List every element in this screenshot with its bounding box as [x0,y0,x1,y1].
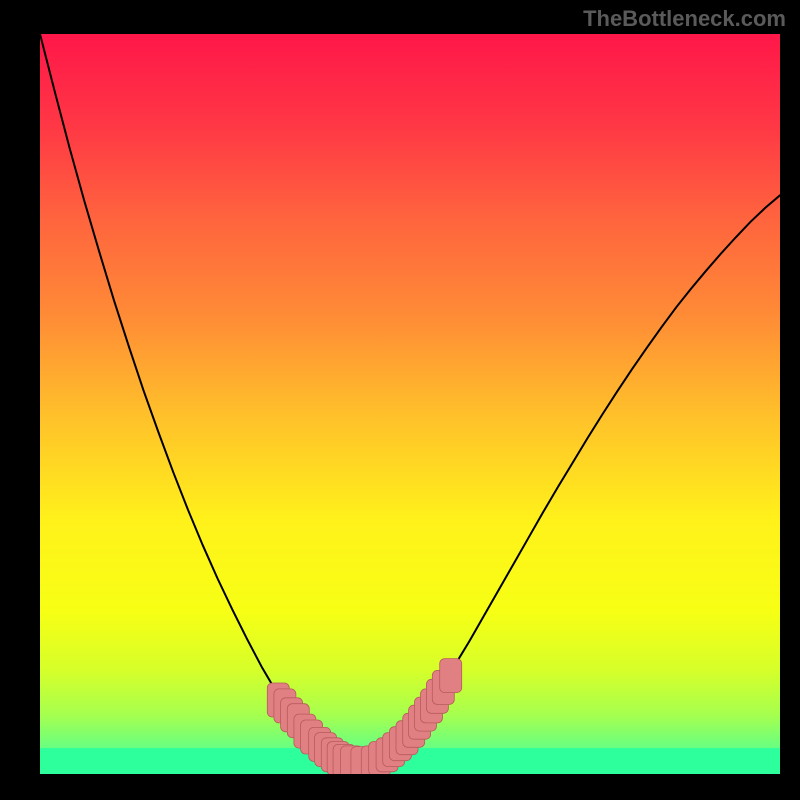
watermark-text: TheBottleneck.com [583,6,786,32]
gradient-background [40,34,780,774]
curve-marker [440,659,462,693]
plot-area [40,34,780,774]
chart-svg [40,34,780,774]
